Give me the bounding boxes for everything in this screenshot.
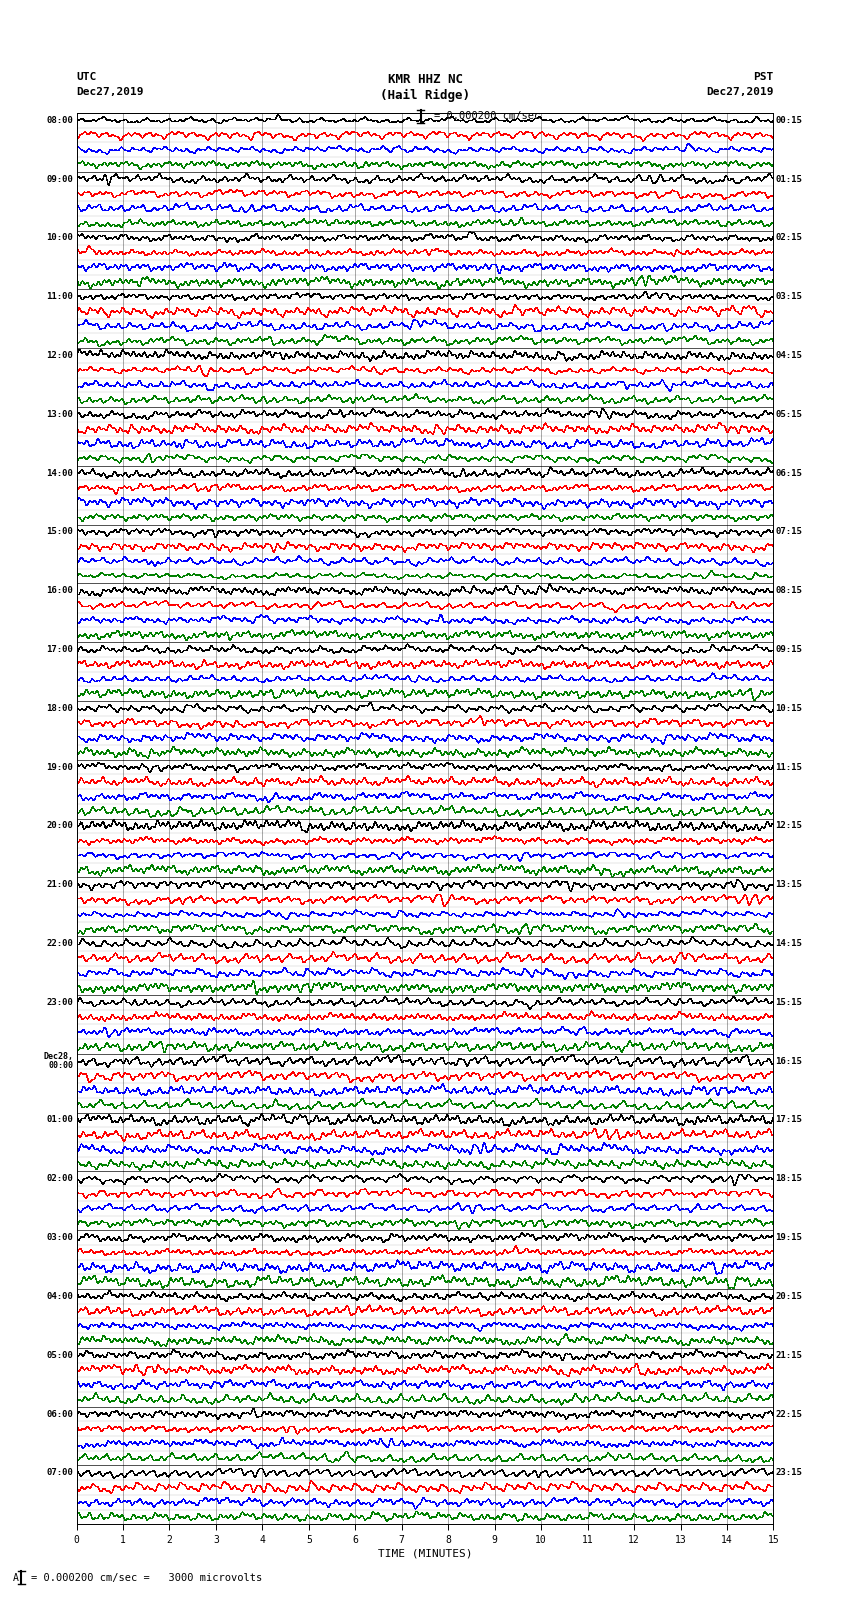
Text: UTC: UTC	[76, 73, 97, 82]
Text: 07:15: 07:15	[775, 527, 802, 537]
Text: 13:15: 13:15	[775, 881, 802, 889]
Text: 03:15: 03:15	[775, 292, 802, 302]
Text: = 0.000200 cm/sec: = 0.000200 cm/sec	[434, 111, 540, 121]
Text: 09:00: 09:00	[46, 174, 73, 184]
Text: 11:15: 11:15	[775, 763, 802, 771]
Text: 15:00: 15:00	[46, 527, 73, 537]
Text: 16:15: 16:15	[775, 1057, 802, 1066]
Text: 20:15: 20:15	[775, 1292, 802, 1302]
Text: 07:00: 07:00	[46, 1468, 73, 1478]
Text: 04:15: 04:15	[775, 352, 802, 360]
Text: 14:15: 14:15	[775, 939, 802, 948]
Text: 16:00: 16:00	[46, 586, 73, 595]
Text: 12:00: 12:00	[46, 352, 73, 360]
Text: A: A	[13, 1573, 19, 1582]
Text: 17:00: 17:00	[46, 645, 73, 653]
Text: = 0.000200 cm/sec =   3000 microvolts: = 0.000200 cm/sec = 3000 microvolts	[31, 1573, 263, 1582]
Text: 06:00: 06:00	[46, 1410, 73, 1418]
Text: 08:00: 08:00	[46, 116, 73, 124]
Text: 14:00: 14:00	[46, 469, 73, 477]
Text: 01:00: 01:00	[46, 1116, 73, 1124]
Text: PST: PST	[753, 73, 774, 82]
Text: 21:15: 21:15	[775, 1350, 802, 1360]
Text: 10:15: 10:15	[775, 703, 802, 713]
Text: 19:15: 19:15	[775, 1232, 802, 1242]
Text: 02:15: 02:15	[775, 234, 802, 242]
Text: 15:15: 15:15	[775, 998, 802, 1007]
Text: 08:15: 08:15	[775, 586, 802, 595]
Text: 18:00: 18:00	[46, 703, 73, 713]
Text: Dec27,2019: Dec27,2019	[76, 87, 144, 97]
Text: 11:00: 11:00	[46, 292, 73, 302]
Text: 18:15: 18:15	[775, 1174, 802, 1184]
Text: 10:00: 10:00	[46, 234, 73, 242]
Text: 19:00: 19:00	[46, 763, 73, 771]
Text: 04:00: 04:00	[46, 1292, 73, 1302]
Text: KMR HHZ NC: KMR HHZ NC	[388, 73, 462, 85]
X-axis label: TIME (MINUTES): TIME (MINUTES)	[377, 1548, 473, 1558]
Text: 09:15: 09:15	[775, 645, 802, 653]
Text: 20:00: 20:00	[46, 821, 73, 831]
Text: 03:00: 03:00	[46, 1232, 73, 1242]
Text: 12:15: 12:15	[775, 821, 802, 831]
Text: 05:15: 05:15	[775, 410, 802, 419]
Text: Dec28,: Dec28,	[43, 1052, 73, 1061]
Text: 23:00: 23:00	[46, 998, 73, 1007]
Text: Dec27,2019: Dec27,2019	[706, 87, 774, 97]
Text: 02:00: 02:00	[46, 1174, 73, 1184]
Text: 22:15: 22:15	[775, 1410, 802, 1418]
Text: 00:15: 00:15	[775, 116, 802, 124]
Text: 01:15: 01:15	[775, 174, 802, 184]
Text: 13:00: 13:00	[46, 410, 73, 419]
Text: 05:00: 05:00	[46, 1350, 73, 1360]
Text: 22:00: 22:00	[46, 939, 73, 948]
Text: 17:15: 17:15	[775, 1116, 802, 1124]
Text: 06:15: 06:15	[775, 469, 802, 477]
Text: 23:15: 23:15	[775, 1468, 802, 1478]
Text: 00:00: 00:00	[48, 1061, 73, 1069]
Text: (Hail Ridge): (Hail Ridge)	[380, 89, 470, 102]
Text: 21:00: 21:00	[46, 881, 73, 889]
